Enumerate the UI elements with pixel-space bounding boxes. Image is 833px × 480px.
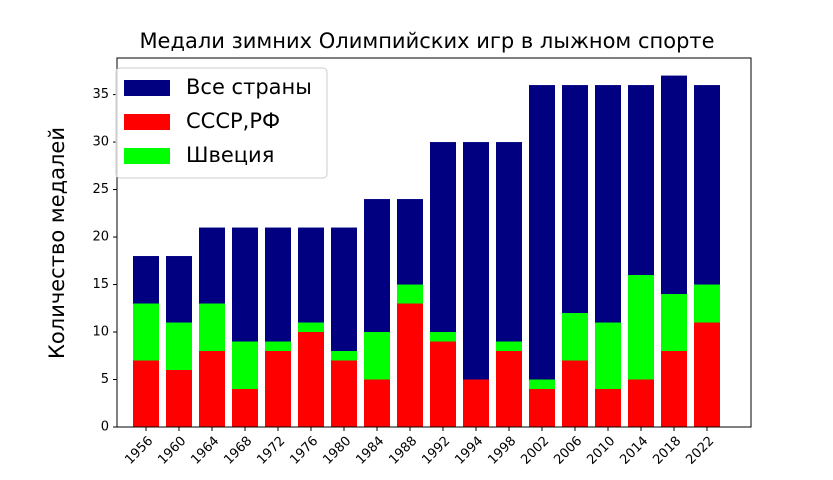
x-tick-label: 2010 — [584, 434, 618, 468]
x-tick-label: 1968 — [221, 434, 255, 468]
bar — [529, 85, 555, 428]
bar — [430, 332, 456, 342]
bar — [496, 341, 522, 352]
bar — [364, 379, 390, 427]
y-tick-label: 5 — [101, 372, 109, 387]
x-tick-label: 1994 — [452, 434, 486, 468]
bar — [133, 360, 159, 427]
legend-swatch — [124, 114, 170, 130]
x-tick-label: 2022 — [683, 434, 717, 468]
x-tick-label: 2014 — [617, 434, 651, 468]
y-tick-label: 30 — [92, 135, 109, 150]
legend: Все страны СССР,РФ Швеция — [115, 67, 328, 179]
bar — [331, 351, 357, 361]
y-axis-label: Количество медалей — [45, 127, 69, 359]
x-tick-label: 2002 — [518, 434, 552, 468]
bar — [562, 313, 588, 361]
bar — [661, 294, 687, 352]
bar — [166, 322, 192, 371]
bar — [694, 322, 720, 427]
bar — [397, 303, 423, 427]
bar — [397, 284, 423, 304]
bar — [628, 275, 654, 380]
x-tick-label: 2018 — [650, 434, 684, 468]
bar — [298, 332, 324, 427]
bar — [331, 360, 357, 427]
bar — [463, 379, 489, 427]
x-tick-label: 1980 — [320, 434, 354, 468]
x-tick-label: 1992 — [419, 434, 453, 468]
y-tick-label: 15 — [92, 277, 109, 292]
x-tick-label: 1964 — [188, 434, 222, 468]
bar — [661, 351, 687, 427]
bar — [562, 360, 588, 427]
plot-frame — [116, 57, 752, 428]
bar — [364, 332, 390, 380]
bar — [628, 379, 654, 427]
legend-label: Все страны — [186, 75, 312, 99]
chart-title: Медали зимних Олимпийских игр в лыжном с… — [139, 29, 714, 53]
x-tick-label: 1984 — [353, 434, 387, 468]
bar — [199, 303, 225, 352]
y-tick-label: 35 — [92, 87, 109, 102]
bar — [595, 389, 621, 427]
legend-label: Швеция — [186, 143, 274, 167]
bar — [265, 341, 291, 352]
bar — [232, 341, 258, 390]
bar — [166, 370, 192, 427]
x-tick-label: 1972 — [254, 434, 288, 468]
x-tick-label: 1988 — [386, 434, 420, 468]
legend-label: СССР,РФ — [186, 109, 280, 133]
bar — [694, 284, 720, 323]
y-tick-label: 20 — [92, 230, 109, 245]
bar — [232, 389, 258, 427]
y-tick-label: 10 — [92, 325, 109, 340]
y-tick-label: 25 — [92, 182, 109, 197]
bar — [265, 351, 291, 427]
bar — [298, 322, 324, 333]
bar — [595, 322, 621, 390]
x-tick-label: 1960 — [155, 434, 189, 468]
x-tick-label: 1956 — [122, 434, 156, 468]
x-tick-label: 2006 — [551, 434, 585, 468]
bar — [430, 341, 456, 427]
bar — [496, 351, 522, 427]
bar — [529, 379, 555, 390]
bar — [199, 351, 225, 427]
legend-swatch — [124, 80, 170, 96]
bar — [529, 389, 555, 427]
x-tick-label: 1998 — [485, 434, 519, 468]
bar — [133, 303, 159, 361]
x-tick-label: 1976 — [287, 434, 321, 468]
legend-swatch — [124, 148, 170, 164]
y-tick-label: 0 — [101, 420, 109, 435]
